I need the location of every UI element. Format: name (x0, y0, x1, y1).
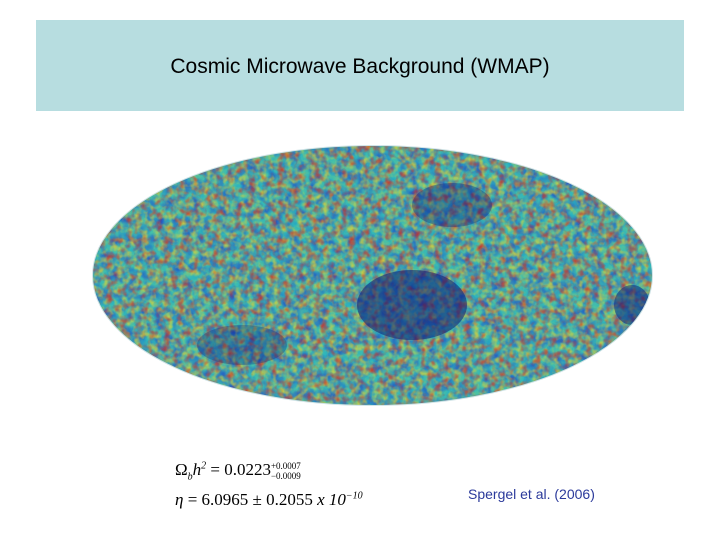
map-red-mottle (92, 145, 653, 406)
omega-err-plus: +0.0007 (270, 461, 301, 472)
equations: Ωbh2 = 0.0223+0.0007 −0.0009 η = 6.0965 ±… (175, 460, 435, 520)
citation: Spergel et al. (2006) (468, 486, 595, 502)
cold-spot-left (197, 325, 287, 365)
cold-spot-upper (412, 183, 492, 227)
omega-exponent: 2 (201, 460, 207, 472)
omega-subscript: b (187, 471, 193, 483)
omega-equation: Ωbh2 = 0.0223+0.0007 −0.0009 (175, 460, 301, 482)
eta-value: = 6.0965 ± 0.2055 (187, 490, 313, 509)
omega-symbol: Ω (175, 460, 188, 479)
omega-errors: +0.0007 −0.0009 (271, 461, 301, 481)
slide-title: Cosmic Microwave Background (WMAP) (170, 55, 550, 78)
cold-spot-right (614, 285, 650, 325)
eta-times: x 10 (317, 490, 346, 509)
omega-err-minus: −0.0009 (270, 471, 301, 482)
map-outline (92, 145, 653, 406)
cold-spot-center (357, 270, 467, 340)
eta-symbol: η (175, 490, 184, 509)
omega-var: h (192, 460, 202, 479)
title-band: Cosmic Microwave Background (WMAP) (36, 20, 684, 111)
cmb-sky-map (92, 145, 653, 406)
eta-exponent: −10 (345, 490, 363, 502)
omega-value: = 0.0223 (210, 460, 271, 479)
eta-equation: η = 6.0965 ± 0.2055 x 10−10 (175, 490, 363, 510)
